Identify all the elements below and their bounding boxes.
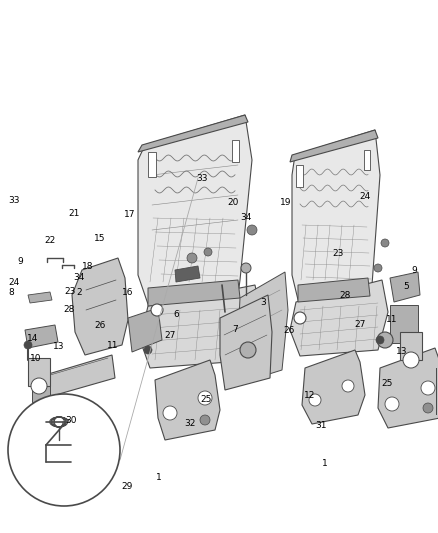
Text: 10: 10	[30, 354, 41, 362]
Circle shape	[381, 239, 389, 247]
Polygon shape	[25, 325, 58, 348]
Bar	[364, 150, 370, 170]
Circle shape	[204, 248, 212, 256]
Text: 34: 34	[74, 273, 85, 281]
Text: 2: 2	[77, 288, 82, 296]
Circle shape	[187, 253, 197, 263]
Circle shape	[24, 341, 32, 349]
Text: 33: 33	[196, 174, 208, 182]
Polygon shape	[148, 280, 240, 306]
Text: 22: 22	[45, 237, 56, 245]
Text: 18: 18	[82, 262, 94, 271]
Circle shape	[247, 225, 257, 235]
Circle shape	[200, 415, 210, 425]
Text: 1: 1	[322, 459, 328, 468]
Circle shape	[385, 397, 399, 411]
Polygon shape	[138, 115, 252, 310]
Text: 23: 23	[65, 287, 76, 295]
Polygon shape	[378, 348, 438, 428]
Circle shape	[403, 352, 419, 368]
Text: 31: 31	[315, 421, 327, 430]
Circle shape	[240, 342, 256, 358]
Polygon shape	[140, 285, 262, 368]
Polygon shape	[390, 272, 420, 302]
Text: 24: 24	[359, 192, 371, 200]
Circle shape	[31, 378, 47, 394]
Polygon shape	[72, 258, 128, 355]
Circle shape	[309, 394, 321, 406]
Circle shape	[74, 457, 84, 467]
Text: 28: 28	[339, 292, 351, 300]
Circle shape	[423, 403, 433, 413]
Text: 24: 24	[9, 278, 20, 287]
Circle shape	[151, 304, 163, 316]
Circle shape	[77, 460, 81, 464]
Text: 25: 25	[201, 395, 212, 404]
Bar	[32, 380, 50, 402]
Polygon shape	[292, 130, 380, 308]
Text: 19: 19	[280, 198, 292, 207]
Circle shape	[342, 380, 354, 392]
Text: 1: 1	[155, 473, 161, 481]
Bar	[232, 140, 239, 162]
Circle shape	[376, 336, 384, 344]
Polygon shape	[290, 280, 388, 356]
Polygon shape	[238, 272, 288, 380]
Text: 20: 20	[227, 198, 238, 207]
Text: 26: 26	[284, 326, 295, 335]
Circle shape	[377, 332, 393, 348]
Text: 27: 27	[164, 332, 176, 340]
Text: 14: 14	[27, 335, 39, 343]
Text: 34: 34	[240, 213, 251, 222]
Polygon shape	[220, 295, 272, 390]
Circle shape	[8, 394, 120, 506]
Circle shape	[374, 264, 382, 272]
Polygon shape	[155, 360, 220, 440]
Circle shape	[163, 406, 177, 420]
Text: 32: 32	[184, 419, 195, 428]
Text: 17: 17	[124, 210, 135, 219]
Circle shape	[241, 263, 251, 273]
Text: 28: 28	[64, 305, 75, 313]
Text: 27: 27	[355, 320, 366, 328]
Circle shape	[198, 391, 212, 405]
Text: 25: 25	[381, 379, 392, 388]
Text: 21: 21	[68, 209, 79, 217]
Text: 33: 33	[8, 196, 19, 205]
Bar	[28, 358, 50, 386]
Polygon shape	[290, 130, 378, 162]
Polygon shape	[175, 266, 200, 282]
Text: 9: 9	[412, 266, 417, 275]
Text: 6: 6	[173, 310, 179, 319]
Text: 15: 15	[94, 235, 106, 243]
Bar	[296, 165, 303, 187]
Polygon shape	[35, 355, 115, 400]
Polygon shape	[138, 115, 248, 152]
Text: 13: 13	[396, 348, 408, 356]
Bar	[400, 332, 422, 360]
Circle shape	[294, 312, 306, 324]
Polygon shape	[298, 278, 370, 302]
Polygon shape	[28, 292, 52, 303]
Text: 26: 26	[94, 321, 106, 329]
Text: 23: 23	[332, 249, 343, 258]
Text: 8: 8	[9, 288, 14, 296]
Text: 11: 11	[107, 341, 119, 350]
Circle shape	[421, 381, 435, 395]
Bar	[148, 152, 156, 177]
Text: 30: 30	[65, 416, 76, 424]
Text: 7: 7	[232, 325, 238, 334]
Text: 29: 29	[122, 482, 133, 490]
Polygon shape	[128, 308, 162, 352]
Text: 5: 5	[403, 282, 409, 291]
Polygon shape	[302, 350, 365, 424]
Text: 13: 13	[53, 342, 64, 351]
Text: 11: 11	[386, 316, 398, 324]
Text: 3: 3	[261, 298, 266, 307]
Text: 12: 12	[304, 391, 316, 400]
Circle shape	[144, 346, 152, 354]
Text: 9: 9	[18, 257, 23, 265]
Text: 16: 16	[122, 288, 133, 296]
Bar	[390, 305, 418, 343]
